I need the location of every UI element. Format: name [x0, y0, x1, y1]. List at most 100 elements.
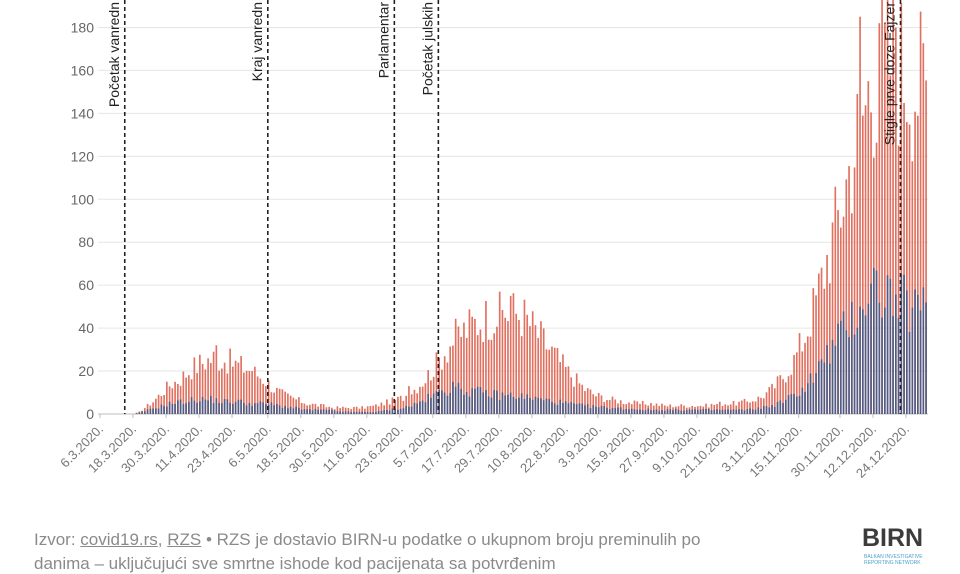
bar-RZS-115 — [416, 393, 418, 414]
bar-RZS-160 — [540, 321, 542, 414]
bar-RZS-158 — [534, 325, 537, 414]
bar-covid19rs-213 — [685, 410, 688, 414]
bar-RZS-182 — [600, 395, 603, 414]
bar-RZS-290 — [897, 145, 900, 415]
bar-RZS-287 — [889, 75, 892, 414]
bar-covid19rs-150 — [512, 396, 515, 414]
bar-covid19rs-91 — [350, 412, 352, 414]
source-note: • RZS je dostavio BIRN-u podatke o ukupn… — [201, 530, 701, 549]
bar-RZS-268 — [837, 210, 839, 414]
bar-covid19rs-259 — [812, 382, 815, 414]
bar-RZS-288 — [892, 0, 894, 414]
bar-covid19rs-93 — [355, 411, 358, 414]
bar-RZS-274 — [853, 167, 856, 414]
bar-covid19rs-255 — [801, 387, 804, 414]
bar-RZS-16 — [144, 408, 146, 414]
bar-covid19rs-161 — [542, 400, 545, 414]
bar-covid19rs-109 — [399, 408, 402, 414]
bar-covid19rs-212 — [683, 410, 685, 414]
bar-covid19rs-271 — [845, 330, 848, 414]
bar-RZS-229 — [729, 404, 732, 414]
bar-RZS-128 — [452, 345, 454, 414]
bar-RZS-166 — [556, 348, 559, 414]
bar-covid19rs-196 — [639, 409, 641, 414]
bar-RZS-70 — [292, 397, 295, 414]
bar-RZS-259 — [812, 288, 815, 414]
bar-covid19rs-37 — [201, 396, 204, 414]
bar-RZS-243 — [768, 387, 771, 414]
bar-RZS-197 — [641, 400, 644, 414]
bar-covid19rs-82 — [325, 409, 328, 414]
bar-RZS-255 — [801, 351, 804, 414]
bar-RZS-202 — [655, 403, 658, 414]
y-tick-180: 180 — [71, 19, 95, 35]
bar-covid19rs-193 — [630, 408, 633, 414]
bar-RZS-150 — [512, 293, 515, 414]
annotation-label-4: Stigle prve doze Fajzer — [882, 2, 898, 146]
bar-covid19rs-138 — [479, 387, 482, 414]
bar-covid19rs-195 — [636, 409, 639, 414]
bar-covid19rs-219 — [702, 408, 705, 414]
bar-covid19rs-251 — [790, 393, 793, 414]
bar-RZS-69 — [289, 395, 292, 414]
bar-RZS-200 — [650, 403, 652, 414]
bar-covid19rs-125 — [443, 392, 446, 414]
bar-RZS-264 — [826, 254, 828, 414]
bar-covid19rs-194 — [633, 409, 636, 414]
bar-covid19rs-120 — [430, 397, 432, 414]
bar-RZS-170 — [567, 366, 570, 414]
bar-RZS-109 — [399, 395, 402, 414]
bar-covid19rs-100 — [375, 411, 377, 414]
y-tick-0: 0 — [86, 406, 94, 422]
bar-covid19rs-298 — [919, 310, 922, 414]
bar-covid19rs-244 — [771, 405, 773, 414]
bar-RZS-223 — [713, 404, 716, 414]
bar-covid19rs-117 — [421, 400, 424, 414]
bar-RZS-44 — [221, 368, 223, 414]
bar-covid19rs-231 — [735, 409, 738, 414]
bar-RZS-187 — [614, 399, 617, 414]
bar-RZS-88 — [342, 406, 344, 414]
bar-covid19rs-180 — [595, 406, 597, 414]
bar-RZS-122 — [435, 352, 438, 414]
bar-RZS-101 — [377, 406, 380, 414]
bar-RZS-246 — [776, 376, 779, 414]
bar-covid19rs-104 — [386, 410, 388, 414]
bar-RZS-279 — [867, 81, 870, 414]
bar-covid19rs-297 — [917, 294, 919, 414]
bar-covid19rs-299 — [922, 287, 925, 414]
bar-RZS-253 — [795, 352, 798, 414]
bar-RZS-91 — [350, 409, 352, 414]
bar-RZS-25 — [168, 386, 171, 414]
bar-covid19rs-106 — [391, 408, 394, 414]
bar-RZS-34 — [193, 357, 196, 414]
y-tick-60: 60 — [78, 277, 94, 293]
source-prefix: Izvor: — [34, 530, 81, 549]
bar-RZS-295 — [911, 161, 914, 414]
source-link-covid19[interactable]: covid19.rs — [80, 530, 158, 549]
bar-covid19rs-111 — [405, 405, 407, 414]
bar-covid19rs-57 — [256, 403, 259, 414]
bar-RZS-164 — [551, 346, 553, 414]
bar-covid19rs-160 — [540, 398, 542, 414]
bar-covid19rs-145 — [498, 399, 501, 414]
bar-covid19rs-72 — [298, 407, 300, 414]
source-link-rzs[interactable]: RZS — [167, 530, 202, 549]
bar-RZS-242 — [765, 392, 768, 414]
bar-RZS-116 — [419, 386, 421, 414]
bar-covid19rs-179 — [592, 404, 595, 414]
bar-RZS-99 — [372, 405, 374, 414]
bar-covid19rs-242 — [765, 406, 768, 414]
bar-RZS-245 — [773, 388, 776, 414]
bar-RZS-49 — [234, 360, 237, 414]
bar-covid19rs-209 — [674, 408, 677, 414]
bar-covid19rs-32 — [188, 401, 190, 414]
bar-RZS-294 — [908, 124, 911, 414]
bar-covid19rs-35 — [196, 402, 198, 414]
bar-covid19rs-18 — [149, 408, 152, 414]
bar-RZS-81 — [322, 404, 325, 414]
bar-covid19rs-46 — [226, 399, 229, 414]
bar-covid19rs-153 — [520, 393, 523, 414]
bar-RZS-235 — [746, 401, 749, 414]
bar-covid19rs-173 — [575, 404, 578, 414]
